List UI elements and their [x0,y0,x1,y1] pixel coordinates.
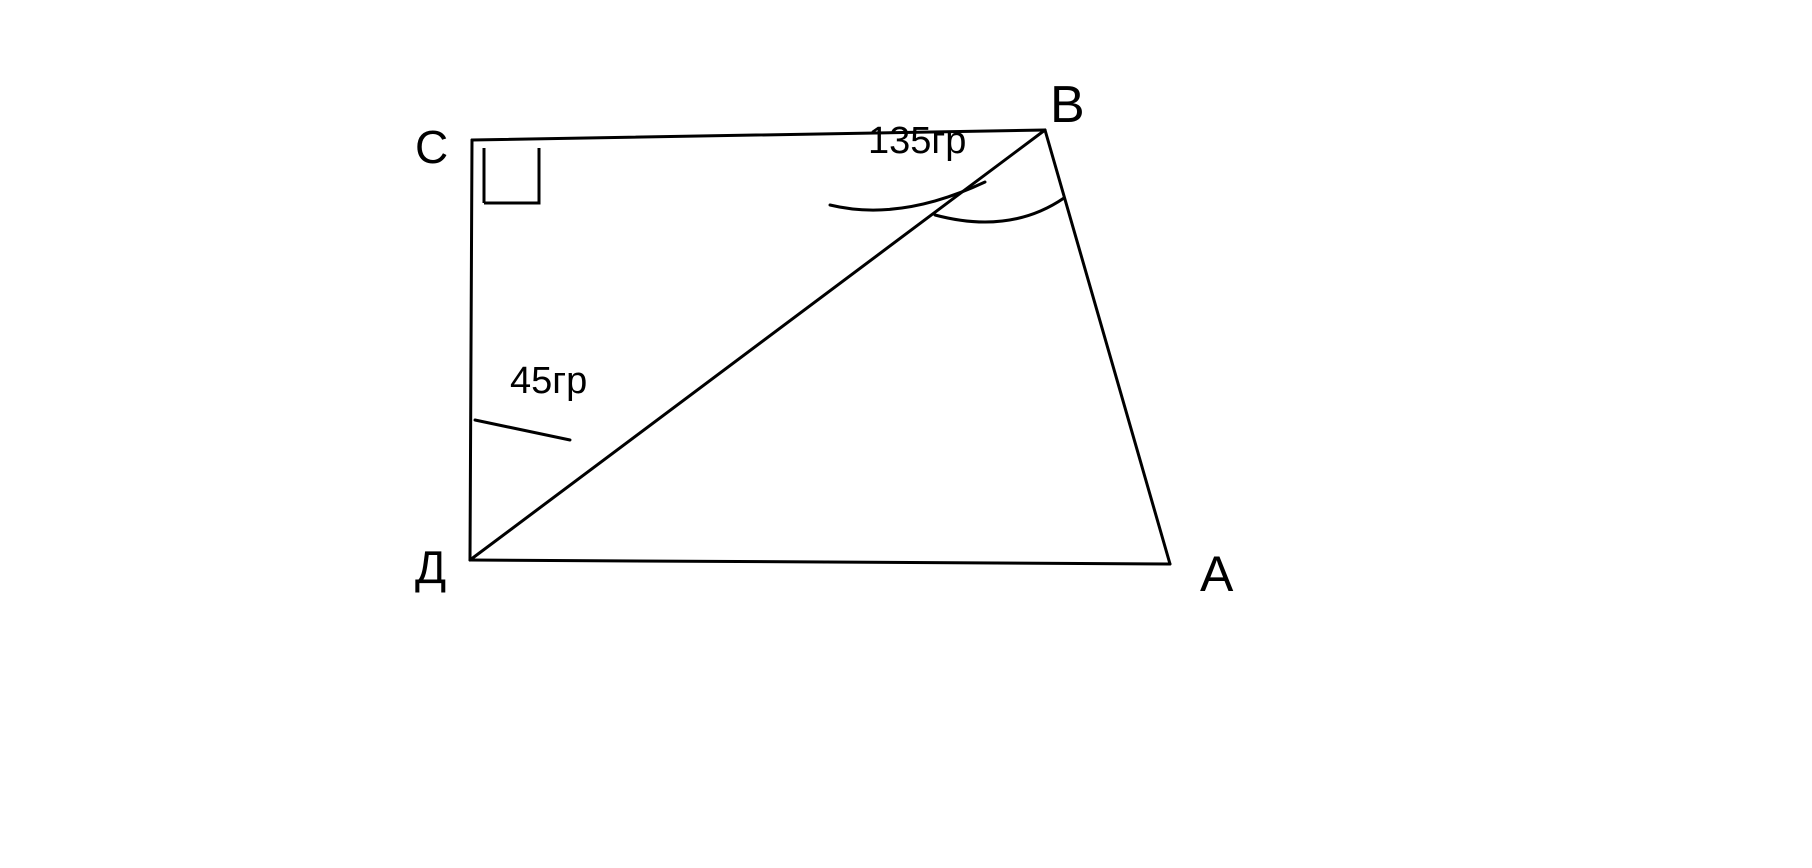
vertex-label-a: А [1200,545,1233,603]
vertex-label-b: В [1050,75,1085,135]
angle-tick [475,420,570,440]
vertex-label-d: Д [415,540,446,594]
polygon-edges [470,130,1170,564]
angle-label-1: 135гр [868,120,966,163]
diagram-canvas: С В А Д 45гр 135гр [0,0,1812,868]
right-angle-marker [484,148,539,203]
angle-label-0: 45гр [510,360,587,403]
vertex-label-c: С [415,120,448,174]
